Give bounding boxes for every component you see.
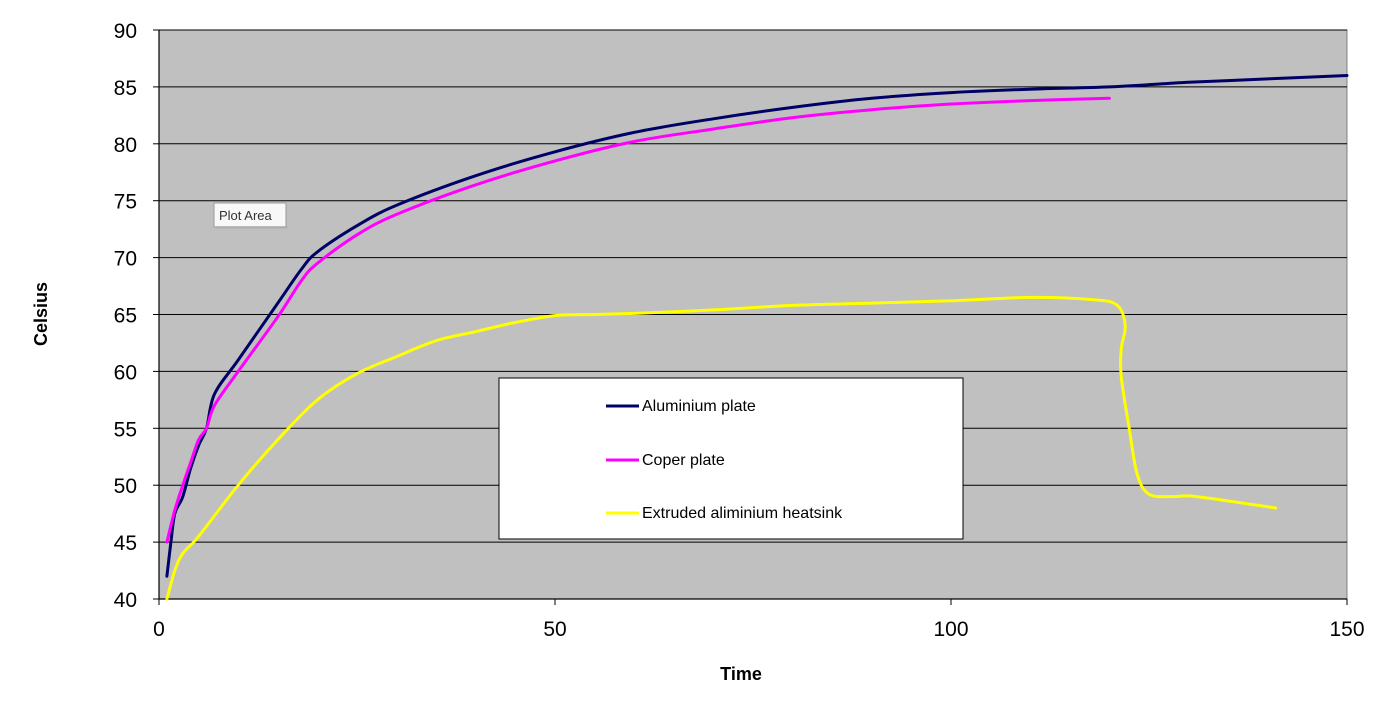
- gridlines: [159, 29, 1347, 543]
- x-tick-label: 100: [933, 618, 968, 641]
- y-tick-label: 65: [114, 305, 137, 328]
- x-tick-label: 0: [153, 618, 165, 641]
- y-tick-label: 60: [114, 361, 137, 384]
- series-line-3[interactable]: [165, 295, 1278, 601]
- y-axis-title: Celsius: [31, 282, 51, 346]
- plot-area-tooltip: Plot Area: [213, 202, 288, 229]
- y-tick-label: 50: [114, 475, 137, 498]
- y-tick-label: 90: [114, 20, 137, 43]
- series-line-2[interactable]: [165, 96, 1111, 544]
- y-tick-labels: 40 45 50 55 60 65 70 75 80 85 90: [114, 20, 137, 612]
- series-line-1[interactable]: [165, 74, 1349, 578]
- series-lines: [165, 74, 1349, 601]
- x-tick-label: 150: [1329, 618, 1364, 641]
- x-tick-labels: 0 50 100 150: [153, 618, 1364, 641]
- legend-label-1: Aluminium plate: [642, 398, 756, 415]
- y-tick-label: 40: [114, 589, 137, 612]
- y-tick-label: 75: [114, 191, 137, 214]
- legend-label-3: Extruded aliminium heatsink: [642, 505, 843, 522]
- legend-label-2: Coper plate: [642, 452, 725, 469]
- x-axis-title: Time: [720, 664, 762, 684]
- y-tick-label: 85: [114, 77, 137, 100]
- tooltip-label: Plot Area: [219, 208, 273, 223]
- x-tick-label: 50: [543, 618, 566, 641]
- y-tick-label: 80: [114, 134, 137, 157]
- y-tick-label: 45: [114, 532, 137, 555]
- y-tick-label: 55: [114, 418, 137, 441]
- y-tick-label: 70: [114, 248, 137, 271]
- axes: [153, 29, 1348, 605]
- legend[interactable]: Aluminium plate Coper plate Extruded alimi…: [498, 377, 964, 540]
